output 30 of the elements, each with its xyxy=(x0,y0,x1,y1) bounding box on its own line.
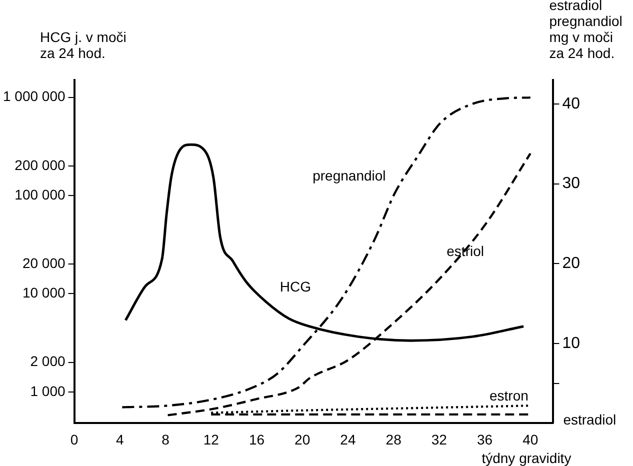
y-tick-label: 200 000 xyxy=(14,156,66,173)
series-label: HCG xyxy=(280,278,311,295)
series-label: estriol xyxy=(446,242,484,259)
y2-tick-label: 10 xyxy=(562,334,580,352)
y-tick-label: 1 000 xyxy=(30,382,66,399)
y-axis-title: HCG j. v moči za 24 hod. xyxy=(40,29,126,61)
x-tick-label: 16 xyxy=(248,431,265,448)
y-tick-label: 1 000 000 xyxy=(2,88,66,104)
y-tick-label: 10 000 xyxy=(22,284,66,301)
x-tick-label: 4 xyxy=(116,431,124,448)
text: estradiol xyxy=(563,411,616,428)
x-tick-label: 20 xyxy=(294,431,310,448)
series-label: estron xyxy=(489,388,528,404)
y2-tick-label: 20 xyxy=(562,254,580,272)
y2-axis-title: estradiol pregnandiol mg v moči za 24 hod. xyxy=(549,0,622,61)
x-tick-label: 40 xyxy=(522,431,538,448)
y2-tick-label: 30 xyxy=(562,175,580,192)
x-axis-title: týdny gravidity xyxy=(482,450,572,466)
x-tick-label: 28 xyxy=(386,431,402,448)
x-tick-label: 24 xyxy=(340,431,356,448)
x-tick-label: 32 xyxy=(431,431,448,448)
y-tick-label: 20 000 xyxy=(22,254,66,271)
x-tick-label: 8 xyxy=(162,431,170,448)
y-tick-label: 2 000 xyxy=(30,353,66,370)
y-tick-label: 100 000 xyxy=(14,186,66,202)
x-tick-label: 0 xyxy=(70,431,78,448)
y2-tick-label: 40 xyxy=(562,95,580,112)
x-tick-label: 36 xyxy=(476,431,493,448)
series-label: pregnandiol xyxy=(312,167,386,184)
x-tick-label: 12 xyxy=(203,431,220,448)
